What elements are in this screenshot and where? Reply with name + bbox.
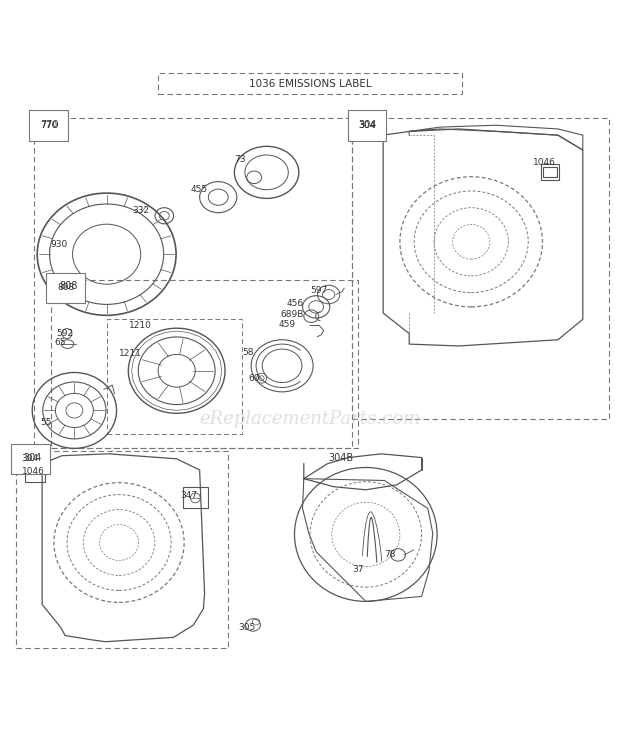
Text: 304B: 304B (329, 452, 354, 463)
Text: 65: 65 (55, 339, 66, 347)
Bar (107, 319, 242, 434)
Text: 770: 770 (40, 121, 58, 130)
Text: 456: 456 (286, 299, 304, 308)
Bar (541, 164, 559, 180)
Text: eReplacementParts.com: eReplacementParts.com (200, 409, 420, 428)
Text: 1036 EMISSIONS LABEL: 1036 EMISSIONS LABEL (249, 79, 371, 89)
Bar (158, 73, 462, 94)
Text: 73: 73 (234, 155, 246, 164)
Bar (352, 118, 609, 418)
Text: 58: 58 (242, 347, 254, 356)
Text: 930: 930 (51, 240, 68, 249)
Text: 78: 78 (384, 551, 396, 559)
Text: 60: 60 (248, 373, 260, 382)
Text: 459: 459 (279, 320, 296, 329)
Text: 1046: 1046 (22, 466, 45, 475)
Text: 332: 332 (133, 206, 150, 215)
Bar (34, 118, 352, 448)
Text: 770: 770 (40, 121, 59, 130)
Bar (25, 468, 45, 482)
Text: 808: 808 (60, 281, 78, 292)
Text: 55: 55 (40, 418, 52, 427)
Text: 37: 37 (352, 565, 364, 574)
Text: 808: 808 (57, 283, 74, 292)
Text: 1046: 1046 (533, 158, 556, 167)
Text: 455: 455 (191, 185, 208, 193)
Text: 304: 304 (358, 121, 377, 130)
Text: 1210: 1210 (129, 321, 152, 330)
Text: 304: 304 (24, 452, 42, 463)
Bar (183, 487, 208, 508)
Text: 347: 347 (180, 492, 197, 501)
Text: 304: 304 (358, 121, 376, 130)
Bar (543, 167, 557, 177)
Text: 305: 305 (239, 623, 256, 632)
Text: 592: 592 (56, 329, 73, 338)
Text: 597: 597 (310, 286, 327, 295)
Text: 1211: 1211 (119, 349, 142, 358)
Bar (51, 280, 358, 448)
Bar (16, 452, 228, 648)
Text: 689B: 689B (280, 310, 304, 319)
Text: 304: 304 (22, 455, 39, 464)
